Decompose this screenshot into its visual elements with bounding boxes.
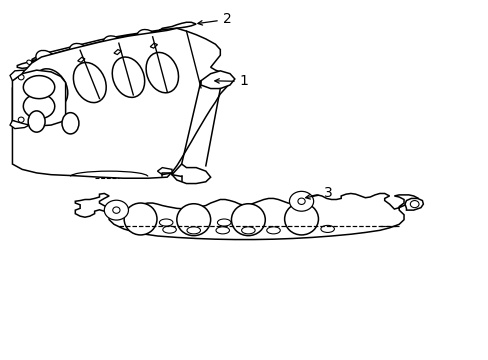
Ellipse shape [216,227,229,234]
Ellipse shape [177,204,210,236]
Ellipse shape [217,219,230,226]
Polygon shape [12,28,229,178]
Ellipse shape [23,76,55,99]
Ellipse shape [36,50,57,68]
Ellipse shape [92,47,97,51]
Polygon shape [10,121,29,129]
Ellipse shape [102,36,125,56]
Ellipse shape [289,192,313,211]
Ellipse shape [27,60,32,64]
Polygon shape [10,70,24,81]
Polygon shape [114,50,121,54]
Ellipse shape [63,52,68,57]
Ellipse shape [34,69,68,107]
Ellipse shape [186,227,200,234]
Ellipse shape [124,203,157,235]
Ellipse shape [62,113,79,134]
Ellipse shape [28,111,45,132]
Polygon shape [201,71,234,89]
Text: 3: 3 [305,186,332,201]
Text: 2: 2 [198,13,231,26]
Polygon shape [12,70,65,126]
Ellipse shape [297,198,305,204]
Ellipse shape [121,41,126,45]
Ellipse shape [231,204,265,236]
Polygon shape [78,57,85,62]
Polygon shape [17,22,196,68]
Ellipse shape [241,227,255,234]
Ellipse shape [112,57,144,98]
Ellipse shape [137,30,159,50]
Text: 1: 1 [214,75,248,89]
Polygon shape [172,164,210,184]
Ellipse shape [163,226,176,233]
Polygon shape [150,43,157,48]
Ellipse shape [266,227,280,234]
Ellipse shape [113,207,120,213]
Polygon shape [404,198,423,210]
Ellipse shape [23,94,55,119]
Ellipse shape [284,203,318,235]
Ellipse shape [409,201,418,208]
Ellipse shape [18,117,24,122]
Polygon shape [75,193,418,239]
Ellipse shape [73,62,106,103]
Ellipse shape [146,53,178,93]
Ellipse shape [69,44,91,63]
Ellipse shape [159,219,173,226]
Polygon shape [157,168,172,175]
Ellipse shape [167,32,172,36]
Ellipse shape [18,75,24,80]
Ellipse shape [320,225,334,233]
Ellipse shape [104,200,128,220]
